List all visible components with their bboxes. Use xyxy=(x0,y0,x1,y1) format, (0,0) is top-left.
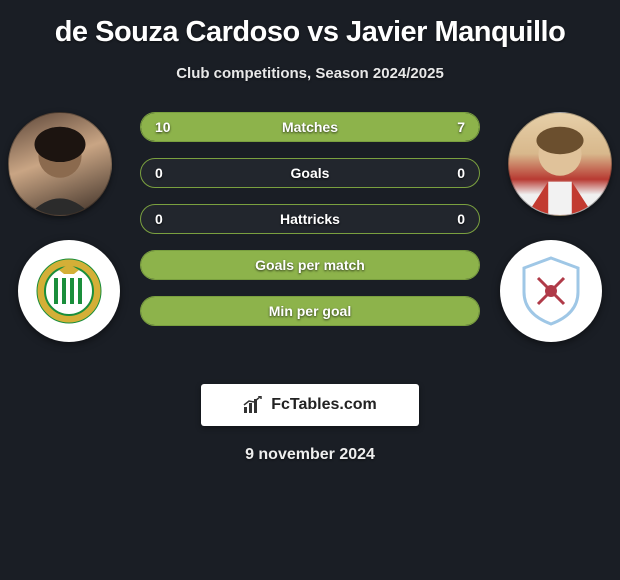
stat-row: 0 0Hattricks xyxy=(140,204,480,234)
stat-row: Min per goal xyxy=(140,296,480,326)
date-text: 9 november 2024 xyxy=(0,446,620,464)
comparison-card: de Souza Cardoso vs Javier Manquillo Clu… xyxy=(0,0,620,474)
stat-fill xyxy=(141,297,479,325)
stat-row: Goals per match xyxy=(140,250,480,280)
stat-value-left: 0 xyxy=(155,159,163,187)
stat-value-left: 0 xyxy=(155,205,163,233)
player-right-avatar xyxy=(508,112,612,216)
club-left-badge xyxy=(18,240,120,342)
stat-value-right: 0 xyxy=(457,205,465,233)
celta-crest-icon xyxy=(512,252,590,330)
player-left-avatar xyxy=(8,112,112,216)
player-left-avatar-img xyxy=(9,113,111,215)
stat-value-left: 10 xyxy=(155,113,171,141)
club-right-badge xyxy=(500,240,602,342)
betis-crest-icon xyxy=(34,256,104,326)
subtitle: Club competitions, Season 2024/2025 xyxy=(0,65,620,82)
page-title: de Souza Cardoso vs Javier Manquillo xyxy=(0,16,620,49)
stat-row: 0 0Goals xyxy=(140,158,480,188)
main-area: 107Matches00Goals00HattricksGoals per ma… xyxy=(0,112,620,372)
stat-label: Goals xyxy=(141,159,479,187)
stats-column: 107Matches00Goals00HattricksGoals per ma… xyxy=(140,112,480,342)
player-right-avatar-img xyxy=(509,113,611,215)
stat-value-right: 0 xyxy=(457,159,465,187)
branding-text: FcTables.com xyxy=(271,396,377,414)
stat-row: 107Matches xyxy=(140,112,480,142)
stat-fill xyxy=(141,251,479,279)
branding-badge: FcTables.com xyxy=(201,384,419,426)
stat-label: Hattricks xyxy=(141,205,479,233)
stat-value-right: 7 xyxy=(457,113,465,141)
chart-icon xyxy=(243,396,265,414)
